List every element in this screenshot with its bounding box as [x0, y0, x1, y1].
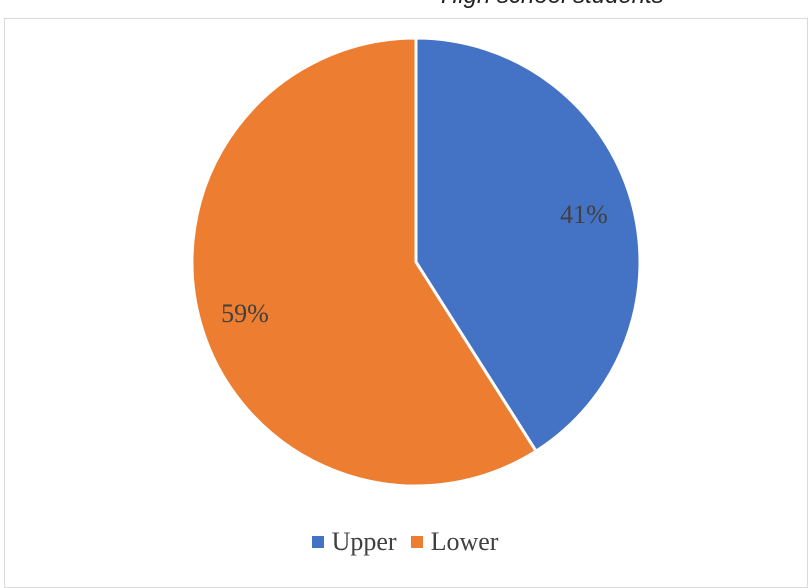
pie-slice-lower	[190, 36, 539, 488]
data-label-upper: 41%	[560, 200, 608, 229]
legend: Upper Lower	[0, 527, 810, 557]
legend-label-upper: Upper	[331, 527, 397, 556]
legend-item-upper: Upper	[311, 527, 397, 557]
legend-label-lower: Lower	[430, 527, 499, 556]
data-label-lower: 59%	[221, 299, 269, 328]
legend-swatch-upper	[311, 536, 324, 548]
chart-title-partial: High school students	[441, 0, 664, 10]
legend-item-lower: Lower	[410, 527, 499, 557]
legend-swatch-lower	[410, 536, 423, 548]
